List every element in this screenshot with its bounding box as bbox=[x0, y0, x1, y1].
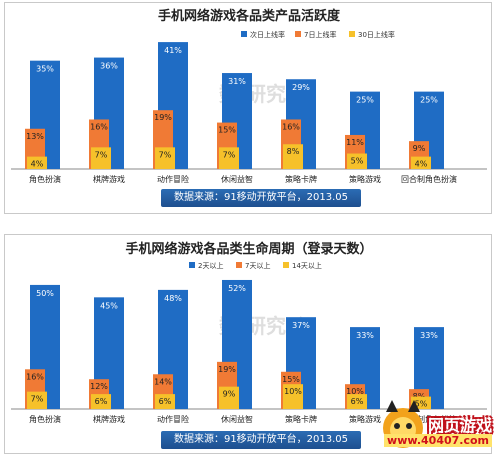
data-label: 4% bbox=[415, 160, 428, 169]
data-label: 15% bbox=[218, 126, 236, 135]
badge-url: www.40407.com bbox=[384, 434, 492, 447]
category-label: 棋牌游戏 bbox=[93, 414, 125, 424]
bar bbox=[347, 153, 367, 169]
legend-swatch bbox=[283, 262, 289, 268]
data-label: 7% bbox=[159, 150, 172, 159]
data-label: 37% bbox=[292, 321, 310, 330]
data-label: 31% bbox=[228, 77, 246, 86]
bar bbox=[283, 384, 303, 409]
source-note-lifecycle: 数据来源：91移动开放平台，2013.05 bbox=[161, 431, 361, 449]
data-label: 19% bbox=[218, 365, 236, 374]
data-label: 13% bbox=[26, 132, 44, 141]
bar bbox=[219, 147, 239, 169]
data-label: 14% bbox=[154, 377, 172, 386]
data-label: 50% bbox=[36, 289, 54, 298]
data-label: 33% bbox=[420, 331, 438, 340]
category-label: 策略游戏 bbox=[349, 174, 381, 184]
data-label: 16% bbox=[26, 372, 44, 381]
source-note-activity: 数据来源：91移动开放平台，2013.05 bbox=[161, 189, 361, 207]
data-label: 25% bbox=[420, 96, 438, 105]
category-label: 策略卡牌 bbox=[285, 414, 317, 424]
bar bbox=[411, 156, 431, 169]
category-label: 回合制角色扮演 bbox=[401, 414, 457, 424]
data-label: 52% bbox=[228, 284, 246, 293]
data-label: 12% bbox=[90, 382, 108, 391]
data-label: 6% bbox=[95, 397, 108, 406]
data-label: 8% bbox=[287, 147, 300, 156]
category-label: 角色扮演 bbox=[29, 174, 61, 184]
category-label: 棋牌游戏 bbox=[93, 174, 125, 184]
bar bbox=[155, 394, 175, 409]
data-label: 4% bbox=[31, 160, 44, 169]
site-logo: 网页游戏 www.40407.com bbox=[376, 394, 496, 456]
data-label: 33% bbox=[356, 331, 374, 340]
data-label: 5% bbox=[415, 400, 428, 409]
bar bbox=[283, 144, 303, 169]
category-label: 角色扮演 bbox=[29, 414, 61, 424]
bar bbox=[219, 386, 239, 409]
legend-label: 30日上线率 bbox=[358, 30, 395, 39]
data-label: 36% bbox=[100, 62, 118, 71]
category-label: 休闲益智 bbox=[221, 174, 253, 184]
bar bbox=[347, 394, 367, 409]
data-label: 7% bbox=[95, 150, 108, 159]
legend-swatch bbox=[189, 262, 195, 268]
data-label: 19% bbox=[154, 113, 172, 122]
chart-title: 手机网络游戏各品类生命周期（登录天数） bbox=[125, 241, 372, 257]
data-label: 7% bbox=[31, 395, 44, 404]
data-label: 25% bbox=[356, 96, 374, 105]
category-label: 策略游戏 bbox=[349, 414, 381, 424]
legend-label: 7日上线率 bbox=[304, 30, 336, 39]
legend-swatch bbox=[241, 31, 247, 37]
data-label: 35% bbox=[36, 65, 54, 74]
data-label: 6% bbox=[351, 397, 364, 406]
legend-label: 14天以上 bbox=[292, 261, 322, 270]
data-label: 11% bbox=[346, 138, 364, 147]
data-label: 41% bbox=[164, 46, 182, 55]
data-label: 7% bbox=[223, 150, 236, 159]
category-label: 休闲益智 bbox=[221, 414, 253, 424]
badge-title: 网页游戏 bbox=[427, 416, 492, 435]
legend-label: 2天以上 bbox=[198, 261, 223, 270]
legend-swatch bbox=[349, 31, 355, 37]
data-label: 48% bbox=[164, 294, 182, 303]
chart-title: 手机网络游戏各品类产品活跃度 bbox=[158, 8, 341, 24]
bar bbox=[27, 156, 47, 169]
data-label: 10% bbox=[346, 387, 364, 396]
data-label: 15% bbox=[282, 375, 300, 384]
data-label: 16% bbox=[90, 122, 108, 131]
data-label: 9% bbox=[413, 144, 426, 153]
bar bbox=[27, 391, 47, 409]
chart-panel-activity: 手机网络游戏各品类产品活跃度 次日上线率 7日上线率 30日上线率数 研究 心 35% 1… bbox=[4, 2, 492, 214]
data-label: 9% bbox=[223, 390, 236, 399]
legend-swatch bbox=[236, 262, 242, 268]
bar bbox=[155, 147, 175, 169]
data-label: 5% bbox=[351, 157, 364, 166]
bar bbox=[91, 394, 111, 409]
category-label: 动作冒险 bbox=[157, 174, 189, 184]
data-label: 16% bbox=[282, 122, 300, 131]
legend-label: 次日上线率 bbox=[250, 30, 285, 39]
legend-swatch bbox=[295, 31, 301, 37]
data-label: 6% bbox=[159, 397, 172, 406]
data-label: 10% bbox=[284, 387, 302, 396]
data-label: 45% bbox=[100, 301, 118, 310]
data-label: 29% bbox=[292, 83, 310, 92]
bar bbox=[91, 147, 111, 169]
category-label: 策略卡牌 bbox=[285, 174, 317, 184]
legend-label: 7天以上 bbox=[245, 261, 270, 270]
category-label: 回合制角色扮演 bbox=[401, 174, 457, 184]
category-label: 动作冒险 bbox=[157, 414, 189, 424]
